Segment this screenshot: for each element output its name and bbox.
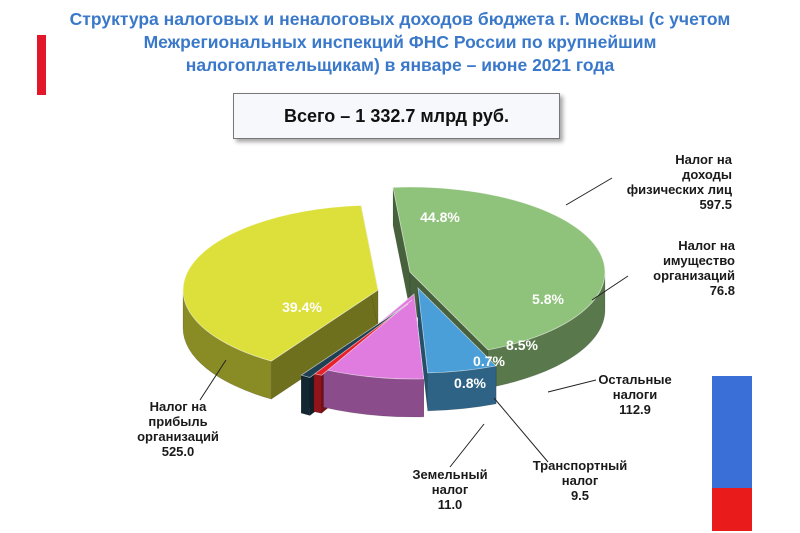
label-profit: Налог на прибыль организаций 525.0 — [118, 399, 238, 459]
chart-title: Структура налоговых и неналоговых доходо… — [69, 9, 731, 75]
label-property-name: Налог на имущество организаций — [653, 238, 735, 283]
label-profit-name: Налог на прибыль организаций — [137, 399, 219, 444]
leader-line-property — [591, 275, 629, 301]
slice-transport-side — [313, 373, 322, 414]
slice-property-percent: 5.8% — [532, 291, 564, 307]
label-other: Остальные налоги 112.9 — [575, 372, 695, 417]
label-property: Налог на имущество организаций 76.8 — [605, 238, 735, 298]
flag-decoration — [712, 376, 752, 531]
slice-land-percent: 0.8% — [454, 375, 486, 391]
label-transport-name: Транспортный налог — [532, 458, 628, 488]
slice-ndfl-percent: 44.8% — [420, 209, 460, 225]
slice-profit — [182, 204, 379, 362]
leader-line-other — [547, 379, 597, 393]
flag-red-stripe — [712, 488, 752, 531]
slice-land-side — [300, 374, 311, 416]
label-property-value: 76.8 — [709, 283, 735, 298]
label-transport: Транспортный налог 9.5 — [520, 458, 640, 503]
label-other-name: Остальные налоги — [598, 372, 672, 402]
slice-property — [417, 286, 497, 374]
slice-other-percent: 8.5% — [506, 337, 538, 353]
slice-land — [300, 303, 409, 378]
flag-blue-stripe — [712, 376, 752, 488]
label-other-value: 112.9 — [619, 402, 651, 417]
label-profit-value: 525.0 — [161, 444, 195, 459]
label-ndfl: Налог на доходы физических лиц 597.5 — [592, 152, 732, 212]
label-land-name: Земельный налог — [412, 467, 488, 497]
slice-profit-percent: 39.4% — [282, 299, 322, 315]
label-transport-value: 9.5 — [570, 488, 590, 503]
label-ndfl-value: 597.5 — [699, 197, 732, 212]
slice-ndfl — [392, 186, 606, 351]
left-red-accent — [37, 35, 46, 95]
label-land: Земельный налог 11.0 — [400, 467, 500, 512]
total-box: Всего – 1 332.7 млрд руб. — [233, 93, 560, 139]
slice-transport-percent: 0.7% — [473, 353, 505, 369]
leader-line-ndfl — [565, 177, 613, 206]
label-ndfl-name: Налог на доходы физических лиц — [626, 152, 732, 197]
leader-line-profit — [199, 359, 227, 401]
label-land-value: 11.0 — [437, 497, 463, 512]
leader-line-land — [449, 423, 485, 468]
leader-line-transport — [493, 397, 549, 463]
